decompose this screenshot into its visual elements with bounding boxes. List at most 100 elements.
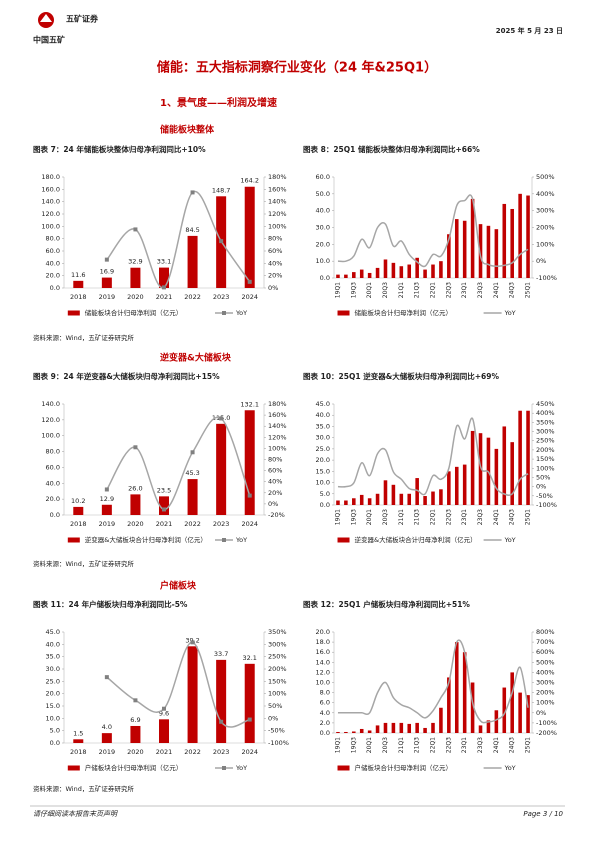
y2-tick-label: 200%: [536, 689, 555, 697]
y2-tick-label: 80%: [268, 235, 282, 243]
bar: [73, 280, 84, 288]
chart: 图表 10：25Q1 逆变器&大储板块归母净利润同比+69% 0.0 5.0 10.0…: [303, 371, 557, 544]
bar: [375, 267, 380, 278]
legend-label: YoY: [235, 536, 247, 544]
bar: [73, 739, 84, 743]
y2-tick-label: 500%: [536, 658, 555, 666]
y2-tick-label: 200%: [536, 224, 555, 232]
y2-tick-label: 350%: [536, 418, 555, 426]
x-tick-label: 21Q1: [398, 282, 405, 298]
legend-label: 储能板块合计归母净利润（亿元）: [355, 308, 453, 317]
x-tick-label: 20Q3: [382, 737, 389, 753]
line: [337, 639, 529, 724]
x-tick-label: 19Q1: [334, 282, 341, 298]
y-tick-label: 30.0: [316, 434, 330, 442]
chart-title: 图表 10：25Q1 逆变器&大储板块归母净利润同比+69%: [303, 371, 499, 381]
data-label: 11.6: [71, 271, 85, 279]
legend-label: 户储板块合计归母净利润（亿元）: [85, 763, 183, 772]
disclaimer: 请仔细阅读本报告末页声明: [33, 810, 118, 818]
y2-tick-label: 20%: [268, 489, 282, 497]
chart: 图表 8：25Q1 储能板块整体归母净利润同比+66% 0.0 10.0 20.0 30…: [303, 144, 557, 317]
data-label: 132.1: [240, 400, 259, 408]
y-tick-label: 50.0: [316, 190, 330, 198]
logo: [38, 12, 54, 28]
y2-tick-label: 150%: [536, 455, 555, 463]
x-tick-label: 2022: [184, 520, 201, 528]
brand: 五矿证券: [66, 14, 99, 24]
bar: [447, 471, 451, 505]
y2-tick-label: 160%: [268, 185, 287, 193]
y-tick-label: 14.0: [316, 658, 330, 666]
x-tick-label: 22Q1: [430, 509, 437, 525]
y2-tick-label: 150%: [268, 677, 287, 685]
x-tick-label: 2019: [99, 520, 116, 528]
line-marker: [104, 487, 109, 492]
y-tick-label: 40.0: [46, 640, 60, 648]
x-tick-label: 2021: [156, 520, 173, 528]
bar: [73, 506, 84, 515]
bar: [359, 269, 364, 278]
data-label: 1.5: [73, 729, 83, 737]
page-number: Page 3 / 10: [523, 810, 563, 818]
y-tick-label: 15.0: [316, 467, 330, 475]
y-tick-label: 0.0: [320, 501, 330, 509]
chart-title: 图表 12：25Q1 户储板块归母净利润同比+51%: [303, 599, 470, 609]
x-tick-label: 24Q3: [509, 282, 516, 298]
y-tick-label: 80.0: [46, 448, 60, 456]
y2-tick-label: 100%: [536, 699, 555, 707]
y2-tick-label: 300%: [536, 679, 555, 687]
y2-tick-label: 50%: [536, 473, 550, 481]
bar: [187, 235, 198, 288]
x-tick-label: 2018: [70, 520, 87, 528]
x-tick-label: 2020: [127, 748, 144, 756]
line-marker: [190, 450, 195, 455]
x-tick-label: 19Q3: [350, 737, 357, 753]
x-tick-label: 2024: [241, 293, 258, 301]
bar: [423, 496, 427, 505]
bar: [526, 195, 530, 278]
bar: [399, 493, 404, 505]
line-marker: [162, 285, 166, 290]
x-tick-label: 20Q1: [366, 282, 373, 298]
line-marker: [133, 698, 138, 703]
bar: [375, 725, 380, 733]
y-tick-label: 25.0: [46, 677, 60, 685]
y2-tick-label: 100%: [536, 240, 555, 248]
line-marker: [133, 227, 138, 232]
y-tick-label: 5.0: [320, 490, 330, 498]
data-label: 32.1: [242, 654, 256, 662]
legend-swatch: [222, 538, 226, 542]
bar: [159, 719, 169, 743]
bar: [510, 672, 514, 733]
x-tick-label: 23Q3: [477, 282, 484, 298]
source: 资料来源：Wind，五矿证券研究所: [33, 559, 134, 568]
bar: [439, 261, 443, 278]
bar: [383, 480, 388, 505]
bar: [367, 272, 372, 278]
y2-tick-label: 50%: [268, 702, 282, 710]
bar: [454, 466, 459, 505]
chart: 图表 12：25Q1 户储板块归母净利润同比+51% 0.0 2.0 4.0 6.0 8.…: [303, 599, 557, 772]
bar: [407, 723, 412, 733]
line-marker: [247, 279, 252, 284]
x-tick-label: 2018: [70, 748, 87, 756]
x-tick-label: 22Q1: [430, 737, 437, 753]
x-tick-label: 20Q1: [366, 509, 373, 525]
x-tick-label: 2020: [127, 293, 144, 301]
bar: [415, 722, 419, 733]
y2-tick-label: 40%: [268, 478, 282, 486]
x-tick-label: 23Q1: [461, 282, 468, 298]
bar: [502, 687, 507, 733]
legend-label: 户储板块合计归母净利润（亿元）: [355, 763, 453, 772]
bar: [407, 264, 412, 278]
bar: [216, 659, 227, 743]
data-label: 6.9: [130, 716, 140, 724]
y-tick-label: 40.0: [316, 411, 330, 419]
y-tick-label: 180.0: [41, 173, 60, 181]
logo-text: 中国五矿: [33, 35, 65, 45]
bar: [336, 731, 340, 733]
bar: [470, 198, 475, 278]
legend-label: 逆变器&大储板块合计归母净利润（亿元）: [85, 535, 207, 544]
line: [106, 416, 251, 511]
